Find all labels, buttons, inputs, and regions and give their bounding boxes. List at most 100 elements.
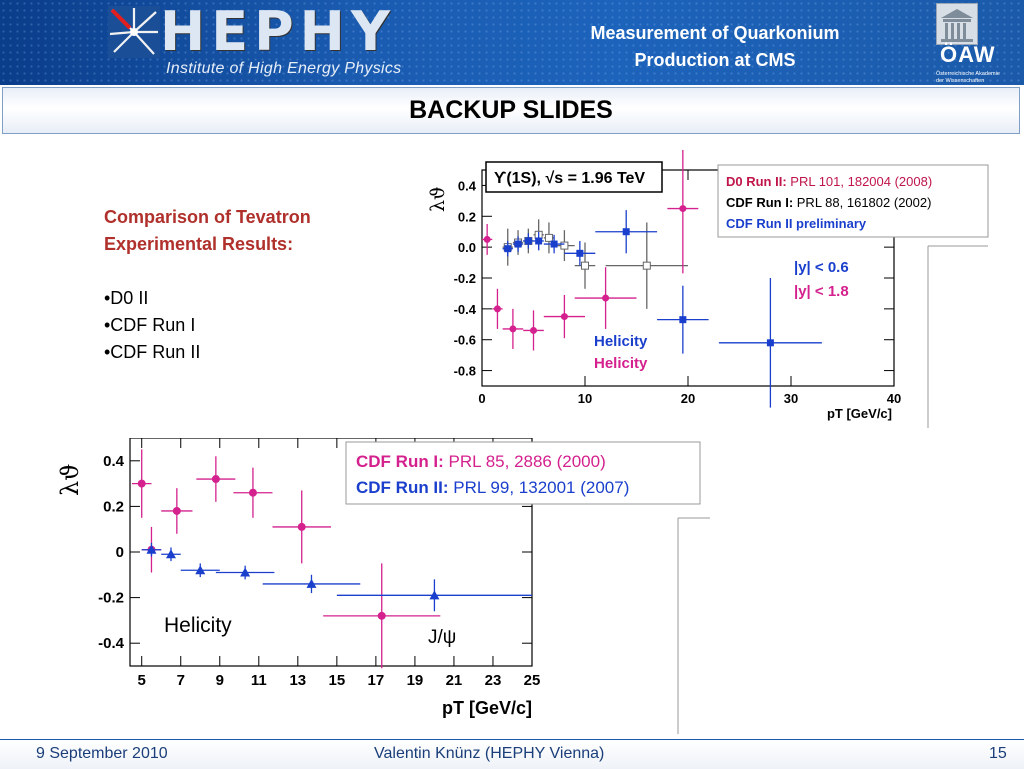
data-point: [550, 240, 558, 248]
data-point: [576, 249, 584, 257]
academy-building-icon: [936, 3, 978, 45]
jpsi-legend-box: [345, 441, 701, 505]
bullet-item: •CDF Run I: [104, 315, 196, 335]
talk-title: Measurement of Quarkonium Production at …: [520, 20, 910, 74]
slide-title: BACKUP SLIDES: [409, 96, 613, 124]
data-point: [504, 245, 512, 253]
data-point: [195, 565, 206, 575]
data-point: [581, 261, 589, 270]
plot-annotation: |y| < 1.8: [794, 283, 849, 300]
legend-label: CDF Run II preliminary: [726, 216, 867, 231]
y-tick-label: 0: [116, 544, 124, 561]
y-tick-label: 0.2: [458, 209, 476, 224]
plot-annotation: |y| < 0.6: [794, 259, 849, 276]
data-point: [530, 326, 537, 334]
slide-footer: 9 September 2010 Valentin Knünz (HEPHY V…: [0, 739, 1024, 769]
data-point: [165, 549, 176, 559]
plot-annotation: Helicity: [594, 355, 648, 372]
plot-annotation: Helicity: [594, 333, 648, 350]
data-point: [172, 506, 181, 515]
bullet-item: •CDF Run II: [104, 342, 201, 362]
x-axis-label: pT [GeV/c]: [827, 406, 892, 421]
x-tick-label: 21: [446, 672, 463, 689]
talk-title-line1: Measurement of Quarkonium: [590, 23, 840, 43]
data-point: [377, 611, 386, 620]
x-tick-label: 25: [524, 672, 541, 689]
x-tick-label: 0: [478, 391, 485, 406]
y-tick-label: 0.2: [103, 498, 124, 515]
x-tick-label: 20: [681, 391, 695, 406]
y-tick-label: -0.2: [454, 271, 476, 286]
legend-label: CDF Run I:: [356, 452, 449, 471]
x-tick-label: 30: [784, 391, 798, 406]
data-point: [535, 237, 543, 245]
upsilon-legend-box: [717, 164, 989, 238]
y-tick-label: 0.4: [103, 453, 125, 470]
data-point: [514, 240, 522, 248]
x-tick-label: 19: [407, 672, 424, 689]
data-point: [544, 233, 553, 242]
legend-label: CDF Run I:: [726, 195, 797, 210]
y-tick-label: -0.4: [454, 302, 477, 317]
x-tick-label: 23: [485, 672, 502, 689]
comparison-heading-line1: Comparison of Tevatron: [104, 207, 311, 227]
x-axis-label: pT [GeV/c]: [442, 698, 532, 718]
upsilon-title-box: [485, 161, 663, 193]
legend-label: CDF Run II:: [356, 478, 453, 497]
data-point: [602, 294, 610, 302]
y-axis-label: λϑ: [56, 464, 84, 496]
legend-entry: CDF Run II preliminary: [726, 216, 867, 231]
legend-reference: PRL 99, 132001 (2007): [453, 478, 629, 497]
slide-header: HEPHY Institute of High Energy Physics M…: [0, 0, 1024, 85]
footer-date: 9 September 2010: [36, 745, 168, 762]
y-tick-label: -0.8: [454, 364, 476, 379]
y-axis-label: λϑ: [427, 186, 449, 212]
plot-annotation: Helicity: [164, 614, 232, 637]
data-point: [146, 544, 157, 554]
data-point: [483, 235, 491, 243]
x-tick-label: 13: [289, 672, 306, 689]
data-point: [248, 488, 257, 497]
legend-entry: CDF Run I: PRL 85, 2886 (2000): [356, 452, 606, 471]
footer-author: Valentin Knünz (HEPHY Vienna): [374, 745, 605, 762]
upsilon-plot-title: ϒ(1S), √s = 1.96 TeV: [494, 170, 645, 187]
x-tick-label: 17: [368, 672, 385, 689]
legend-label: D0 Run II:: [726, 174, 790, 189]
x-tick-label: 5: [138, 672, 146, 689]
data-point: [560, 313, 568, 321]
data-point: [137, 479, 146, 488]
x-tick-label: 15: [329, 672, 346, 689]
page-number: 15: [989, 745, 1007, 762]
data-point: [509, 325, 517, 333]
plot-annotation: J/ψ: [428, 627, 456, 648]
data-point: [493, 305, 501, 313]
y-tick-label: 0.4: [458, 178, 477, 193]
data-point: [524, 237, 532, 245]
y-tick-label: -0.2: [98, 590, 124, 607]
y-tick-label: -0.6: [454, 333, 476, 348]
data-point: [429, 590, 440, 600]
legend-entry: CDF Run I: PRL 88, 161802 (2002): [726, 195, 931, 210]
data-point: [679, 205, 687, 213]
data-point: [240, 567, 251, 577]
oaw-logo-text: ÖAW: [940, 42, 996, 67]
comparison-heading-line2: Experimental Results:: [104, 234, 294, 254]
data-point: [642, 261, 651, 270]
header-pattern: [0, 0, 1024, 85]
hephy-logo-text: HEPHY: [160, 0, 396, 63]
x-tick-label: 7: [177, 672, 185, 689]
slide-content: Comparison of Tevatron Experimental Resu…: [104, 204, 311, 366]
title-banner: BACKUP SLIDES: [2, 87, 1020, 134]
data-point: [297, 522, 306, 531]
oaw-caption-line2: der Wissenschaften: [936, 77, 985, 84]
data-point: [560, 241, 569, 250]
data-point: [622, 228, 630, 236]
y-tick-label: -0.4: [98, 635, 125, 652]
x-tick-label: 11: [251, 672, 267, 689]
hephy-logo-subtitle: Institute of High Energy Physics: [166, 60, 402, 77]
oaw-caption-line1: Österreichische Akademie: [936, 71, 1000, 77]
legend-reference: PRL 101, 182004 (2008): [790, 174, 932, 189]
legend-reference: PRL 85, 2886 (2000): [449, 452, 606, 471]
data-point: [306, 578, 317, 588]
